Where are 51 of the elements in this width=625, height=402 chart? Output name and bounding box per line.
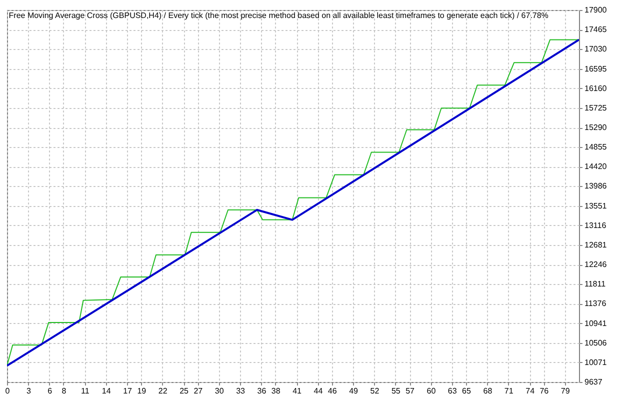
y-tick-label: 12681 bbox=[584, 240, 608, 250]
y-tick-label: 9637 bbox=[584, 378, 603, 386]
x-tick-label: 68 bbox=[483, 386, 493, 396]
y-tick-label: 11376 bbox=[584, 299, 607, 308]
x-tick-label: 33 bbox=[236, 386, 246, 396]
x-tick-label: 46 bbox=[328, 386, 338, 396]
x-tick-label: 22 bbox=[158, 386, 168, 396]
y-tick-label: 10071 bbox=[584, 358, 608, 367]
y-tick-label: 14420 bbox=[584, 162, 608, 172]
x-tick-label: 71 bbox=[504, 386, 514, 396]
x-tick-label: 38 bbox=[271, 386, 281, 396]
x-tick-label: 0 bbox=[5, 386, 10, 396]
y-tick-label: 12246 bbox=[584, 260, 608, 270]
x-tick-label: 11 bbox=[81, 386, 90, 396]
x-tick-label: 36 bbox=[257, 386, 267, 396]
x-tick-label: 52 bbox=[370, 386, 380, 396]
y-tick-label: 15725 bbox=[584, 103, 608, 112]
y-tick-label: 15290 bbox=[584, 123, 608, 132]
y-tick-label: 10941 bbox=[584, 318, 608, 328]
y-tick-label: 16160 bbox=[584, 84, 608, 93]
x-tick-label: 17 bbox=[123, 386, 133, 396]
x-tick-label: 79 bbox=[560, 386, 570, 396]
x-tick-label: 3 bbox=[26, 386, 32, 396]
x-tick-label: 57 bbox=[406, 386, 416, 396]
y-tick-label: 16595 bbox=[584, 64, 608, 74]
x-tick-label: 41 bbox=[292, 386, 302, 396]
x-tick-label: 30 bbox=[214, 386, 224, 396]
y-tick-label: 11811 bbox=[584, 280, 606, 289]
x-tick-label: 19 bbox=[137, 386, 147, 396]
y-tick-label: 17030 bbox=[584, 44, 608, 54]
y-tick-label: 13551 bbox=[584, 201, 608, 210]
y-tick-label: 13986 bbox=[584, 182, 608, 191]
x-tick-label: 27 bbox=[194, 386, 204, 396]
x-tick-label: 6 bbox=[48, 386, 53, 396]
x-tick-label: 74 bbox=[526, 386, 536, 396]
x-tick-label: 25 bbox=[180, 386, 190, 396]
y-tick-label: 14855 bbox=[584, 142, 608, 152]
x-tick-label: 63 bbox=[448, 386, 458, 396]
x-tick-label: 65 bbox=[462, 386, 472, 396]
x-tick-label: 8 bbox=[62, 386, 67, 396]
x-tick-label: 60 bbox=[426, 386, 436, 396]
y-tick-label: 17900 bbox=[584, 6, 608, 14]
x-tick-label: 14 bbox=[102, 386, 112, 396]
x-tick-label: 49 bbox=[349, 386, 359, 396]
x-tick-label: 55 bbox=[391, 386, 401, 396]
y-tick-label: 10506 bbox=[584, 338, 608, 348]
y-tick-label: 17465 bbox=[584, 25, 608, 34]
y-tick-label: 13116 bbox=[584, 220, 607, 230]
x-tick-label: 76 bbox=[540, 386, 550, 396]
chart-title: Free Moving Average Cross (GBPUSD,H4) / Every tick (the most precise method based on all available least timeframes to generate each tick) / 67.78% bbox=[8, 11, 548, 20]
x-tick-label: 44 bbox=[314, 386, 324, 396]
